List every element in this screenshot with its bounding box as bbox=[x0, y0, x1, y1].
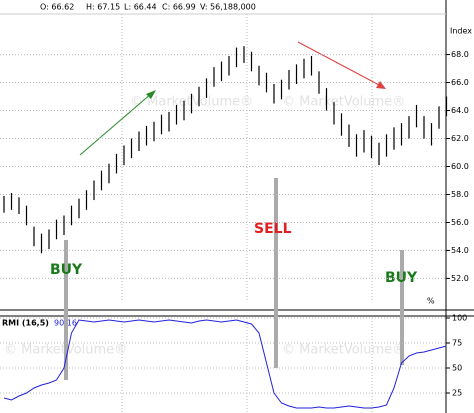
sell-label: SELL bbox=[254, 221, 292, 237]
axis-label: Index bbox=[450, 27, 472, 36]
rmi-line bbox=[3, 319, 447, 409]
signal-line bbox=[274, 178, 278, 368]
y-tick-label: 66.0 bbox=[451, 78, 469, 87]
header-field: C: 66.99 bbox=[162, 3, 196, 12]
signal-line bbox=[64, 240, 68, 380]
y-tick-label: 62.0 bbox=[451, 134, 469, 143]
header: O: 66.62 H: 67.15 L: 66.44 C: 66.99 V: 56,18… bbox=[40, 3, 256, 12]
trend-arrow-up bbox=[79, 92, 153, 156]
header-field: O: 66.62 bbox=[40, 3, 74, 12]
buy-label: BUY bbox=[50, 262, 83, 278]
signal-line bbox=[400, 250, 404, 365]
signal-lines bbox=[64, 178, 404, 380]
grid-vertical bbox=[121, 14, 373, 413]
watermark: © MarketVolume® bbox=[282, 343, 405, 358]
trend-arrow-down bbox=[297, 41, 382, 87]
header-field: V: 56,188,000 bbox=[200, 3, 256, 12]
y-tick-label: 25 bbox=[452, 389, 462, 398]
buy-label: BUY bbox=[385, 270, 418, 286]
y-tick-label: 64.0 bbox=[451, 106, 469, 115]
y-tick-label: 100 bbox=[452, 314, 467, 323]
indicator-title: RMI (16,5) bbox=[2, 319, 49, 328]
y-tick-label: 58.0 bbox=[451, 190, 469, 199]
arrow-head bbox=[146, 90, 156, 99]
y-tick-label: 68.0 bbox=[451, 50, 469, 59]
y-tick-label: 56.0 bbox=[451, 218, 469, 227]
header-field: L: 66.44 bbox=[124, 3, 157, 12]
y-tick-label: 75 bbox=[452, 339, 462, 348]
arrow-head bbox=[376, 81, 386, 89]
y-tick-label: 52.0 bbox=[451, 274, 469, 283]
y-tick-label: 50 bbox=[452, 364, 462, 373]
scale-mark: % bbox=[427, 297, 435, 306]
watermark: © MarketVolume® bbox=[282, 95, 405, 110]
y-tick-label: 54.0 bbox=[451, 246, 469, 255]
y-tick-label: 60.0 bbox=[451, 162, 469, 171]
header-field: H: 67.15 bbox=[86, 3, 120, 12]
